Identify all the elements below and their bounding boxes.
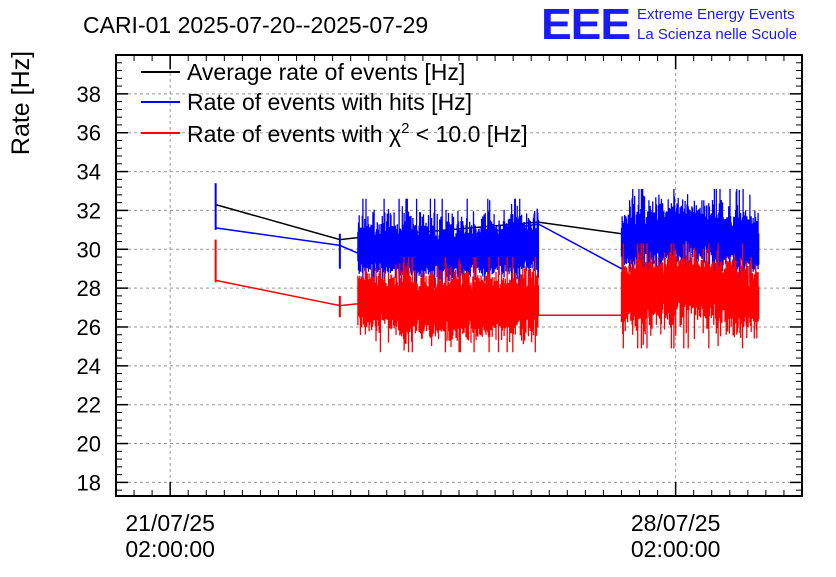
series-chi2 <box>214 239 760 353</box>
x-tick-label-time: 02:00:00 <box>125 536 215 562</box>
y-tick-label: 30 <box>77 237 101 262</box>
y-tick-label: 38 <box>77 82 101 107</box>
legend-label-hits: Rate of events with hits [Hz] <box>187 89 472 115</box>
x-tick-label-time: 02:00:00 <box>631 536 721 562</box>
legend-chi2-rest: < 10.0 [Hz] <box>409 121 527 147</box>
series-band-chi2 <box>620 243 760 349</box>
y-tick-label: 18 <box>77 470 101 495</box>
series-hits <box>214 183 760 289</box>
y-tick-label: 34 <box>77 160 101 185</box>
logo-line-2: La Scienza nelle Scuole <box>637 26 797 43</box>
y-tick-label: 28 <box>77 276 101 301</box>
x-tick-label-date: 28/07/25 <box>631 510 721 536</box>
logo-line-1: Extreme Energy Events <box>637 6 795 23</box>
series-band-hits <box>620 189 760 283</box>
y-tick-label: 20 <box>77 432 101 457</box>
eee-logo: EEE <box>541 0 630 49</box>
legend-chi2-main: Rate of events with χ <box>187 121 401 147</box>
tick-layer <box>115 54 803 496</box>
label-layer: 182022242628303234363821/07/2502:00:0028… <box>77 82 721 562</box>
series-layer <box>214 183 760 353</box>
series-band-chi2 <box>357 257 540 353</box>
y-axis-title: Rate [Hz] <box>7 51 35 155</box>
y-tick-label: 24 <box>77 354 101 379</box>
legend-label-chi2: Rate of events with χ2 < 10.0 [Hz] <box>187 120 528 147</box>
legend-chi2-sup: 2 <box>401 120 409 137</box>
series-band-hits <box>357 198 540 289</box>
chart-title: CARI-01 2025-07-20--2025-07-29 <box>83 12 428 38</box>
y-tick-label: 22 <box>77 393 101 418</box>
legend: Average rate of events [Hz] Rate of even… <box>141 59 528 147</box>
y-tick-label: 36 <box>77 121 101 146</box>
y-tick-label: 26 <box>77 315 101 340</box>
x-tick-label-date: 21/07/25 <box>125 510 215 536</box>
y-tick-label: 32 <box>77 198 101 223</box>
legend-label-average: Average rate of events [Hz] <box>187 59 465 85</box>
